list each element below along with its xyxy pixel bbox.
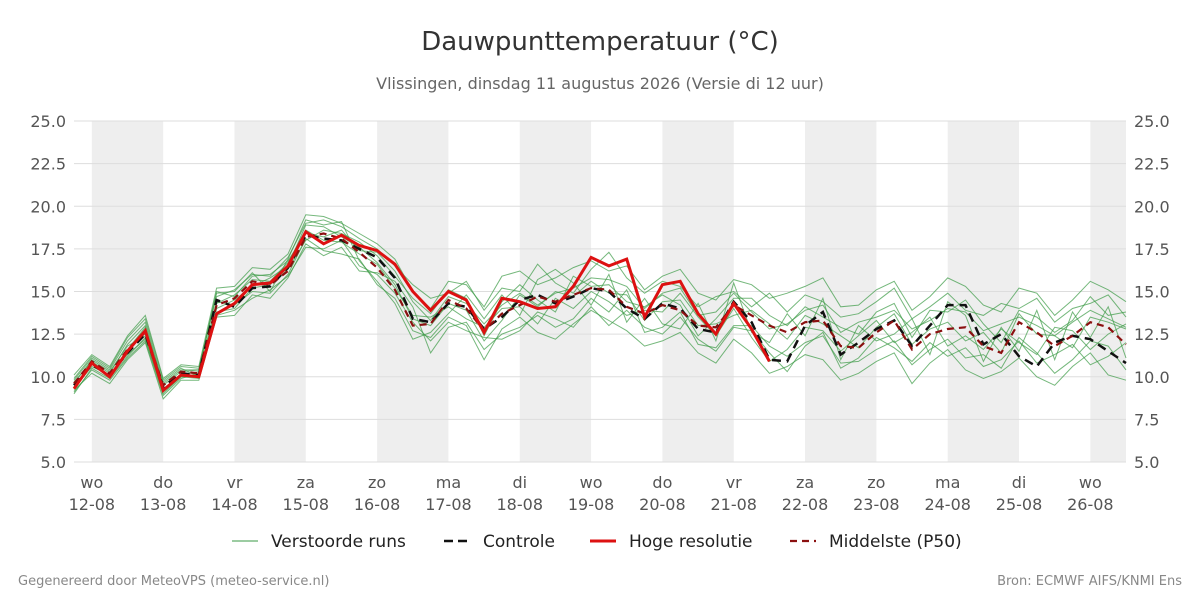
x-tick-day: wo bbox=[580, 473, 603, 492]
x-tick-date: 14-08 bbox=[211, 495, 258, 514]
perturbed-run-line bbox=[73, 229, 1127, 390]
y-tick-label-left: 12.5 bbox=[30, 325, 66, 344]
y-tick-label-right: 12.5 bbox=[1134, 325, 1170, 344]
y-tick-label-right: 15.0 bbox=[1134, 283, 1170, 302]
y-tick-label-right: 22.5 bbox=[1134, 155, 1170, 174]
legend-label: Controle bbox=[483, 532, 555, 552]
x-tick-day: wo bbox=[1079, 473, 1102, 492]
perturbed-run-line bbox=[73, 239, 1127, 397]
hres-line bbox=[72, 229, 771, 394]
legend-label: Middelste (P50) bbox=[829, 532, 962, 552]
x-tick-date: 13-08 bbox=[140, 495, 187, 514]
x-tick-date: 12-08 bbox=[69, 495, 116, 514]
x-tick-date: 23-08 bbox=[853, 495, 900, 514]
x-tick-date: 21-08 bbox=[710, 495, 757, 514]
y-axis-left: 5.0 7.5 10.0 12.5 15.0 17.5 20.0 22.5 25.0 bbox=[30, 112, 66, 472]
legend-label: Hoge resolutie bbox=[629, 532, 753, 552]
x-axis: wo 12-08 do 13-08 vr 14-08 za 15-08 zo 16-08 ma 17-… bbox=[69, 473, 1114, 514]
x-tick-day: zo bbox=[867, 473, 885, 492]
x-tick-day: vr bbox=[726, 473, 742, 492]
y-tick-label-left: 10.0 bbox=[30, 368, 66, 387]
x-tick-day: vr bbox=[226, 473, 242, 492]
chart-title: Dauwpunttemperatuur (°C) bbox=[421, 27, 779, 57]
y-tick-label-left: 20.0 bbox=[30, 197, 66, 216]
p50-line bbox=[73, 232, 1127, 388]
x-tick-date: 26-08 bbox=[1067, 495, 1114, 514]
y-tick-label-right: 20.0 bbox=[1134, 197, 1170, 216]
y-tick-label-left: 22.5 bbox=[30, 155, 66, 174]
y-tick-label-right: 7.5 bbox=[1134, 410, 1159, 429]
legend: Verstoorde runs Controle Hoge resolutie Mid… bbox=[232, 532, 962, 552]
perturbed-run-line bbox=[73, 229, 1127, 387]
x-tick-day: do bbox=[153, 473, 173, 492]
y-axis-right: 5.0 7.5 10.0 12.5 15.0 17.5 20.0 22.5 25.0 bbox=[1134, 112, 1170, 472]
y-tick-label-left: 5.0 bbox=[41, 453, 66, 472]
x-tick-day: ma bbox=[436, 473, 461, 492]
x-tick-day: di bbox=[1012, 473, 1027, 492]
x-tick-day: za bbox=[297, 473, 315, 492]
chart-subtitle: Vlissingen, dinsdag 11 augustus 2026 (Ve… bbox=[376, 74, 824, 93]
x-tick-day: za bbox=[796, 473, 814, 492]
x-tick-day: zo bbox=[368, 473, 386, 492]
footer-generated-by: Gegenereerd door MeteoVPS (meteo-service… bbox=[18, 574, 329, 589]
x-tick-day: wo bbox=[80, 473, 103, 492]
y-tick-label-right: 10.0 bbox=[1134, 368, 1170, 387]
x-tick-date: 19-08 bbox=[568, 495, 615, 514]
x-tick-date: 16-08 bbox=[354, 495, 401, 514]
y-tick-label-left: 25.0 bbox=[30, 112, 66, 131]
x-tick-date: 18-08 bbox=[497, 495, 544, 514]
main-series bbox=[72, 229, 1127, 394]
x-tick-date: 25-08 bbox=[996, 495, 1043, 514]
y-tick-label-right: 5.0 bbox=[1134, 453, 1159, 472]
perturbed-run-line bbox=[73, 214, 1127, 380]
y-tick-label-left: 17.5 bbox=[30, 240, 66, 259]
footer-source: Bron: ECMWF AIFS/KNMI Ens bbox=[997, 574, 1182, 589]
gridlines bbox=[74, 120, 1126, 463]
x-tick-date: 15-08 bbox=[283, 495, 330, 514]
x-tick-date: 22-08 bbox=[782, 495, 829, 514]
legend-label: Verstoorde runs bbox=[271, 532, 406, 552]
y-tick-label-right: 17.5 bbox=[1134, 240, 1170, 259]
x-tick-date: 17-08 bbox=[425, 495, 472, 514]
x-tick-day: di bbox=[512, 473, 527, 492]
x-tick-day: ma bbox=[935, 473, 960, 492]
y-tick-label-left: 15.0 bbox=[30, 283, 66, 302]
x-tick-date: 20-08 bbox=[639, 495, 686, 514]
perturbed-run-line bbox=[73, 237, 1127, 393]
perturbed-run-line bbox=[73, 243, 1127, 400]
y-tick-label-left: 7.5 bbox=[41, 410, 66, 429]
y-tick-label-right: 25.0 bbox=[1134, 112, 1170, 131]
x-tick-day: do bbox=[652, 473, 672, 492]
x-tick-date: 24-08 bbox=[924, 495, 971, 514]
